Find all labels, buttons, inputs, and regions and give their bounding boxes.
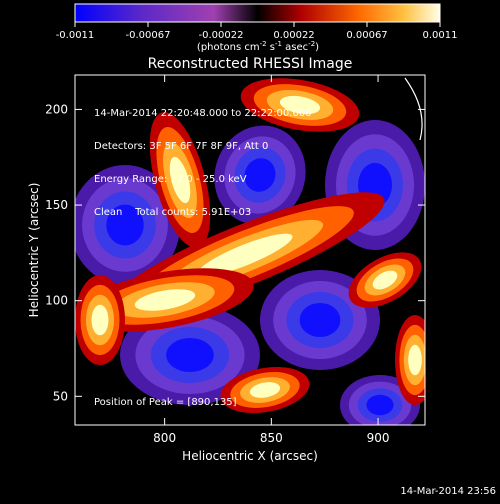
colorbar-ticks: -0.0011 -0.00067 -0.00022 0.00022 0.00067 0.0…	[56, 22, 458, 41]
info-text-block: 14-Mar-2014 22:20:48.000 to 22:22:00.000…	[94, 86, 312, 240]
y-tick-label: 150	[45, 198, 68, 212]
info-line: 14-Mar-2014 22:20:48.000 to 22:22:00.000	[94, 108, 312, 119]
peak-marker	[439, 168, 445, 174]
peak-position-text: Position of Peak = [890,135]	[94, 397, 237, 408]
colorbar-tick-label: 0.00067	[346, 30, 387, 41]
info-line: Detectors: 3F 5F 6F 7F 8F 9F, Att 0	[94, 141, 269, 152]
colorbar-tick-label: -0.00067	[126, 30, 171, 41]
colorbar	[74, 3, 441, 23]
colorbar-tick-label: -0.00022	[199, 30, 244, 41]
intensity-region	[134, 289, 196, 311]
y-tick-label: 100	[45, 294, 68, 308]
x-tick-label: 900	[367, 431, 390, 445]
intensity-region	[279, 95, 321, 115]
intensity-region	[249, 382, 281, 398]
intensity-region	[299, 303, 341, 337]
colorbar-unit-label: (photons cm-2 s-1 asec-2)	[197, 40, 319, 53]
intensity-region	[244, 158, 276, 192]
info-line: Energy Range: 12.0 - 25.0 keV	[94, 174, 247, 185]
footer-timestamp: 14-Mar-2014 23:56	[400, 486, 496, 497]
plot-frame	[74, 74, 426, 426]
heatmap-image	[75, 75, 425, 425]
intensity-region	[372, 270, 398, 290]
y-tick-label: 200	[45, 102, 68, 116]
colorbar-tick-label: -0.0011	[56, 30, 95, 41]
intensity-region	[197, 233, 293, 277]
intensity-region	[106, 204, 144, 246]
colorbar-tick-label: 0.00022	[273, 30, 314, 41]
x-axis-label: Heliocentric X (arcsec)	[182, 449, 318, 463]
intensity-region	[166, 338, 214, 372]
info-line: Clean Total counts: 5.91E+03	[94, 207, 252, 218]
y-axis-label: Heliocentric Y (arcsec)	[27, 183, 41, 318]
x-tick-label: 850	[260, 431, 283, 445]
intensity-region	[169, 156, 191, 204]
y-tick-label: 50	[53, 389, 68, 403]
intensity-region	[91, 304, 109, 336]
intensity-region	[408, 344, 422, 376]
x-tick-label: 800	[153, 431, 176, 445]
intensity-region	[366, 394, 394, 416]
axes: 800 850 900 200 150 100 50	[45, 75, 425, 445]
plot-title: Reconstructed RHESSI Image	[148, 56, 353, 72]
colorbar-tick-label: 0.0011	[423, 30, 458, 41]
